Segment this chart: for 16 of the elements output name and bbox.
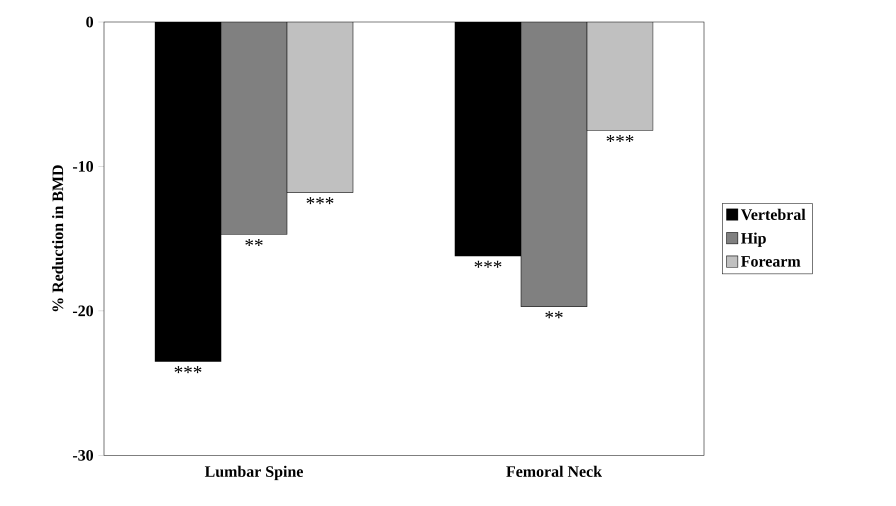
x-tick-label: Femoral Neck (506, 466, 602, 477)
y-axis-title: % Reduction in BMD (52, 165, 64, 312)
legend-label: Forearm (741, 256, 800, 267)
y-tick-label: -10 (72, 161, 94, 172)
legend-label: Hip (741, 232, 766, 247)
y-tick-label: -30 (72, 450, 94, 461)
y-tick-label: 0 (86, 16, 94, 28)
annotation: *** (174, 366, 202, 374)
annotation: *** (606, 135, 634, 142)
annotation: ** (545, 311, 563, 318)
legend-label: Vertebral (740, 208, 806, 220)
annotation: *** (474, 260, 502, 268)
y-tick-label: -20 (72, 306, 94, 316)
annotation: *** (306, 197, 334, 204)
x-tick-label: Lumbar Spine (204, 466, 303, 480)
annotation: ** (245, 239, 263, 246)
